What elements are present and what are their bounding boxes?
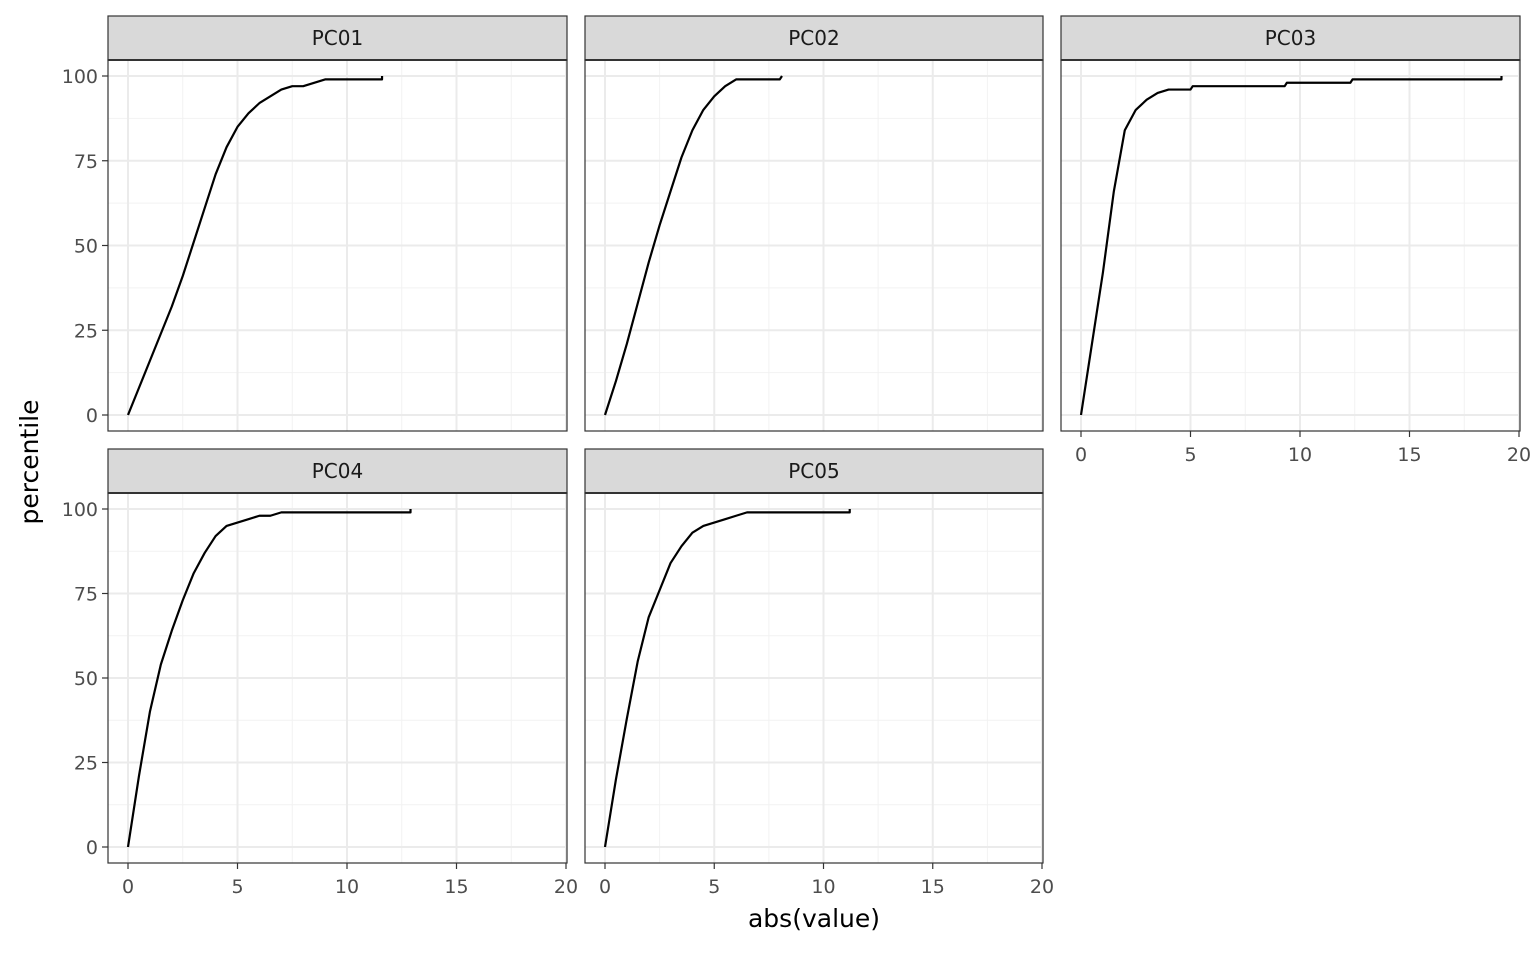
facet-panel-pc05: PC05 0 5 10 15 20 [584,448,1054,898]
cdf-line-pc02 [603,75,783,416]
y-axis-title: percentile [15,399,44,524]
facet-strip [584,448,1044,494]
facet-panel-pc03: PC03 0 5 10 15 20 [1060,15,1531,466]
x-tick-label: 0 [599,876,611,898]
facet-strip-label: PC02 [788,26,839,50]
x-axis-title: abs(value) [748,904,880,933]
cdf-line-pc05 [603,509,851,848]
facet-strip [107,15,568,61]
facet-strip [584,15,1044,61]
y-tick-label: 75 [74,151,98,173]
y-tick-label: 100 [62,499,98,521]
cdf-line-pc04 [126,509,412,848]
cdf-line-pc03 [1079,76,1503,416]
y-tick-label: 0 [86,405,98,427]
facet-panel-pc04: PC04 0 25 50 75 100 0 5 10 15 20 [62,448,578,898]
facet-strip-label: PC03 [1265,26,1316,50]
y-tick-label: 50 [74,236,98,258]
x-tick-label: 15 [444,876,468,898]
y-tick-label: 100 [62,66,98,88]
y-tick-label: 25 [74,753,98,775]
facet-panel-pc01: PC01 0 25 50 75 100 [62,15,568,432]
facet-strip [1060,15,1521,61]
x-tick-label: 20 [554,876,578,898]
x-tick-label: 20 [1030,876,1054,898]
x-tick-label: 5 [708,876,720,898]
y-tick-label: 50 [74,668,98,690]
facet-strip-label: PC01 [312,26,363,50]
y-tick-label: 75 [74,584,98,606]
x-tick-label: 10 [1288,444,1312,466]
x-tick-label: 5 [231,876,243,898]
x-tick-label: 20 [1507,444,1531,466]
cdf-line-pc01 [126,76,384,416]
y-tick-label: 0 [86,837,98,859]
x-tick-label: 0 [122,876,134,898]
x-tick-label: 10 [335,876,359,898]
x-tick-label: 0 [1075,444,1087,466]
facet-strip-label: PC04 [312,459,363,483]
x-tick-label: 5 [1184,444,1196,466]
facet-strip-label: PC05 [788,459,839,483]
x-tick-label: 15 [921,876,945,898]
y-tick-label: 25 [74,320,98,342]
x-tick-label: 15 [1397,444,1421,466]
x-tick-label: 10 [811,876,835,898]
facet-panel-pc02: PC02 [584,15,1044,432]
